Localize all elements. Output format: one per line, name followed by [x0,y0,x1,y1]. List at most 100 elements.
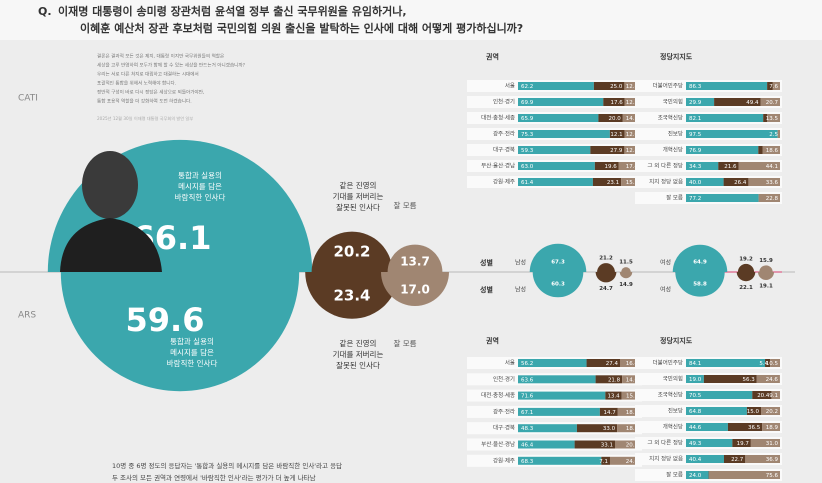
bar-segment [594,162,619,170]
bar-segment [609,130,625,138]
bar-value: 40.4 [689,457,702,463]
bar-value: 76.9 [689,148,702,154]
answer-label: 바람직한 인사다 [175,192,226,202]
bar-value: 27.4 [606,361,619,367]
bar-segment [518,146,591,154]
bar-segment [686,471,709,479]
gender-label: 남성 [515,259,526,267]
gender-value: 14.9 [619,282,633,288]
bar-segment [686,82,768,90]
bar-value: 56.2 [521,361,533,367]
row-label: 더불어민주당 [653,359,683,367]
row-label: 국민의힘 [663,98,683,106]
bar-segment [518,456,602,465]
bar-value: 22.8 [766,196,779,202]
survey-label: ARS [18,311,36,321]
bar-value: 2.5 [769,132,778,138]
bar-segment [598,114,623,122]
bar-segment [518,359,587,367]
bar-segment [518,130,610,138]
bar-segment [599,407,618,416]
gender-label: 여성 [660,286,671,294]
row-label: 국민의힘 [663,375,683,383]
gender-value: 67.3 [551,260,565,266]
bar-segment [718,162,739,170]
bar-segment [756,375,780,383]
bar-segment [708,471,780,479]
panel-title: 정당지지도 [660,52,693,61]
survey-label: CATI [18,94,38,104]
bar-segment [686,439,733,447]
bar-value: 26.4 [734,180,747,186]
bar-segment [595,375,623,384]
gender-value: 19.2 [739,256,753,262]
row-label: 강원·제주 [493,456,515,464]
bar-segment [686,162,719,170]
bar-value: 49.4 [746,100,759,106]
answer-label: 같은 진영의 [340,338,377,348]
row-label: 조국혁신당 [658,114,683,122]
bar-segment [518,375,596,384]
bar-value: 71.6 [521,394,534,400]
bar-value: 15.0 [747,409,760,415]
row-label: 인천·경기 [493,375,515,383]
gender-bubble [737,263,755,272]
bar-value: 25.0 [610,84,623,90]
bar-segment [590,146,625,154]
bar-segment [738,162,780,170]
bar-segment [618,162,640,170]
bar-value: 23.1 [607,180,619,186]
bar-value: 21.8 [608,377,621,383]
bar-value: 61.4 [521,180,534,186]
bar-value: 16.4 [626,361,639,367]
bar-segment [686,178,724,186]
row-label: 서울 [505,359,515,367]
bubble [305,272,399,319]
bar-value: 7.6 [769,84,778,90]
bar-value: 20.2 [766,409,778,415]
bar-value: 10.5 [766,361,779,367]
row-label: 더불어민주당 [653,82,683,90]
bar-value: 14.7 [604,410,617,416]
gender-bubble [736,272,756,282]
bar-value: 24.6 [766,377,779,383]
gender-bubble [532,272,584,298]
row-label: 대구·경북 [493,146,515,154]
gender-bubble [529,243,587,272]
row-label: 그 외 다른 정당 [647,439,683,447]
row-label: 잘 모름 [666,471,683,479]
bar-value: 67.1 [521,410,533,416]
bar-value: 65.9 [521,116,534,122]
quote-line: 세상을 고루 반영하여 모두가 함께 할 수 있는 세상을 만드는거 아니겠습니… [97,62,246,69]
row-label: 지지 정당 없음 [649,178,683,186]
bar-value: 14.6 [626,377,639,383]
bar-value: 17.6 [611,100,624,106]
bar-segment [760,98,780,106]
bar-segment [763,114,768,122]
answer-label: 잘 모름 [393,339,416,348]
bar-value: 20.5 [626,443,639,449]
bar-value: 12.1 [610,132,622,138]
bar-segment [576,424,618,433]
quote-source: 2025년 12월 30일 이재명 대통령 국무회의 발언 일부 [97,115,193,122]
bar-segment [518,178,593,186]
bar-value: 44.6 [689,425,702,431]
bar-value: 44.1 [766,164,778,170]
bar-value: 56.3 [743,377,756,383]
bar-segment [518,407,600,416]
gender-bubble [672,244,728,272]
bar-value: 36.5 [748,425,761,431]
bar-value: 36.9 [766,457,779,463]
bar-segment [624,82,640,90]
bar-value: 20.0 [609,116,622,122]
row-label: 잘 모름 [666,194,683,202]
bar-value: 15.2 [626,394,638,400]
gender-value: 58.8 [693,282,707,288]
row-label: 광주·전라 [493,407,515,415]
bar-segment [621,178,640,186]
bar-segment [761,407,780,415]
bar-value: 86.3 [689,84,702,90]
answer-label: 잘못된 인사다 [336,202,380,212]
note: 10명 중 6명 정도의 응답자는 '통합과 실용의 메시지를 담은 바람직한 … [112,461,342,470]
